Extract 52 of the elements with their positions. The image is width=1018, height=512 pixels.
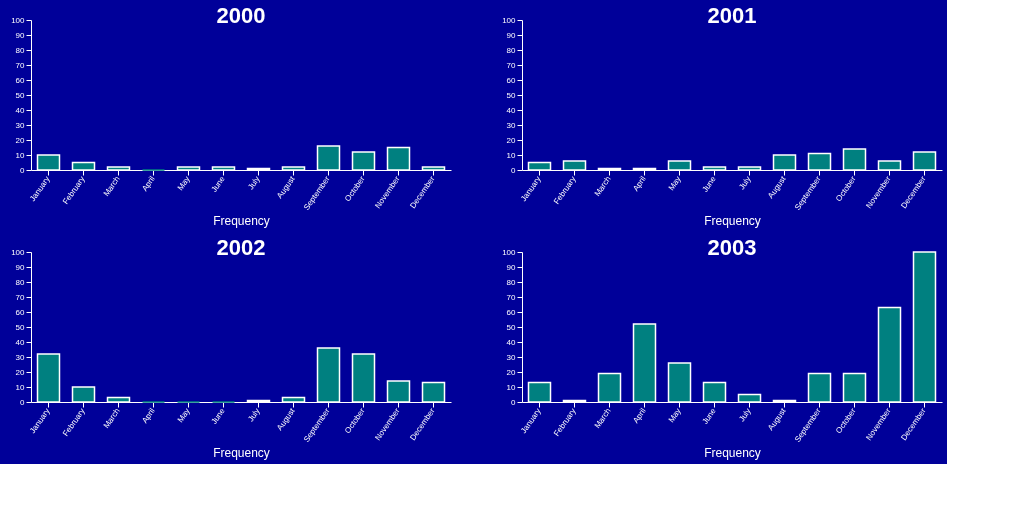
chart-title: 2003: [707, 235, 757, 260]
x-axis-title: Frequency: [704, 213, 761, 228]
chart-title: 2000: [216, 3, 266, 28]
y-tick-label: 60: [506, 75, 517, 85]
y-tick-label: 60: [506, 307, 517, 317]
y-tick-label: 80: [15, 277, 26, 287]
y-tick-label: 90: [506, 262, 517, 272]
y-tick-label: 20: [506, 135, 517, 145]
y-tick-label: 40: [506, 337, 517, 347]
y-tick-label: 50: [506, 322, 517, 332]
y-tick-label: 90: [506, 30, 517, 40]
y-tick-label: 60: [15, 75, 26, 85]
y-tick-label: 70: [15, 292, 26, 302]
y-tick-label: 90: [15, 30, 26, 40]
y-tick-label: 0: [511, 397, 517, 407]
y-tick-label: 80: [506, 277, 517, 287]
y-tick-label: 30: [506, 352, 517, 362]
y-tick-label: 70: [15, 60, 26, 70]
y-tick-label: 70: [506, 292, 517, 302]
y-tick-label: 10: [15, 382, 26, 392]
y-tick-label: 40: [15, 105, 26, 115]
y-tick-label: 50: [506, 90, 517, 100]
y-tick-label: 80: [15, 45, 26, 55]
y-tick-label: 100: [11, 15, 26, 25]
y-tick-label: 30: [506, 120, 517, 130]
chart-title: 2001: [707, 3, 757, 28]
y-tick-label: 90: [15, 262, 26, 272]
y-tick-label: 0: [511, 165, 517, 175]
y-tick-label: 30: [15, 120, 26, 130]
y-tick-label: 50: [15, 90, 26, 100]
y-tick-label: 10: [506, 150, 517, 160]
x-axis-title: Frequency: [213, 213, 270, 228]
y-tick-label: 60: [15, 307, 26, 317]
y-tick-label: 100: [11, 247, 26, 257]
y-tick-label: 10: [506, 382, 517, 392]
y-tick-label: 10: [15, 150, 26, 160]
y-tick-label: 40: [506, 105, 517, 115]
y-tick-label: 20: [15, 135, 26, 145]
y-tick-label: 100: [502, 247, 517, 257]
y-tick-label: 50: [15, 322, 26, 332]
y-tick-label: 80: [506, 45, 517, 55]
y-tick-label: 70: [506, 60, 517, 70]
y-tick-label: 30: [15, 352, 26, 362]
chart-title: 2002: [216, 235, 266, 260]
x-axis-title: Frequency: [704, 445, 761, 460]
y-tick-label: 100: [502, 15, 517, 25]
x-axis-title: Frequency: [213, 445, 270, 460]
y-tick-label: 0: [20, 165, 26, 175]
y-tick-label: 40: [15, 337, 26, 347]
y-tick-label: 0: [20, 397, 26, 407]
y-tick-label: 20: [15, 367, 26, 377]
y-tick-label: 20: [506, 367, 517, 377]
